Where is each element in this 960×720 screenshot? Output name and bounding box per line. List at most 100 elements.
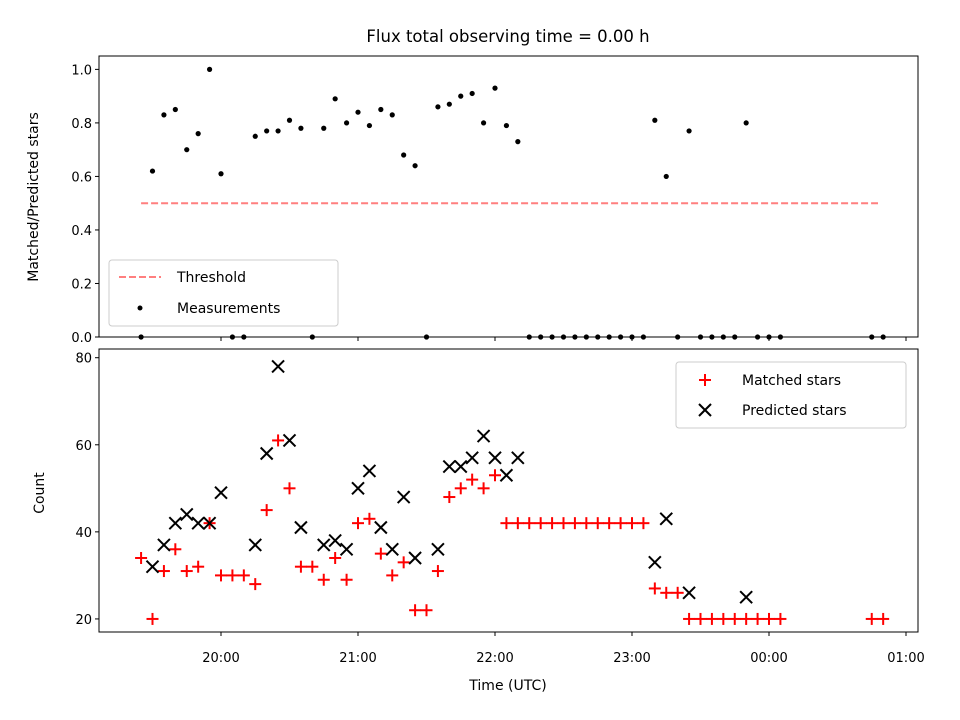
top-y-tick-label: 1.0 (71, 63, 92, 78)
top-legend-box (108, 259, 339, 327)
matched-star-point (489, 469, 501, 482)
matched-star-point (431, 565, 444, 578)
bottom-x-tick-label: 00:00 (750, 651, 787, 666)
matched-star-point (272, 434, 285, 447)
matched-star-point (420, 604, 433, 617)
measurement-point (184, 147, 190, 153)
top-y-tick-label: 0.6 (71, 170, 92, 185)
matched-star-point (397, 556, 410, 569)
measurement-point (321, 125, 327, 131)
top-legend: Threshold Measurements (108, 259, 339, 327)
bottom-y-tick-label: 60 (75, 439, 92, 454)
measurement-point (686, 128, 692, 134)
matched-star-point (603, 517, 616, 530)
measurement-point (401, 152, 407, 158)
measurement-point (343, 120, 350, 126)
predicted-star-point (202, 516, 217, 530)
bottom-x-tick-label: 20:00 (202, 651, 239, 666)
measurement-point (515, 139, 521, 145)
predicted-star-point (157, 538, 171, 552)
bottom-x-tick-label: 23:00 (613, 651, 650, 666)
bottom-x-tick-label: 21:00 (339, 651, 376, 666)
matched-star-point (352, 517, 364, 530)
top-y-ticks: 0.0 0.2 0.4 0.6 0.8 1.0 (71, 63, 99, 346)
measurement-point (492, 85, 498, 91)
bottom-x-ticks: 20:00 21:00 22:00 23:00 00:00 01:00 (202, 632, 925, 666)
predicted-star-point (454, 459, 468, 474)
measurement-point (218, 171, 224, 177)
legend-measurements-label: Measurements (177, 301, 280, 317)
top-y-tick-label: 0.8 (71, 117, 92, 132)
predicted-star-point (396, 490, 411, 504)
predicted-star-point (442, 459, 457, 474)
matched-star-point (614, 517, 627, 530)
measurement-point (332, 96, 338, 102)
measurement-point (503, 122, 510, 129)
matched-star-point (215, 569, 227, 582)
top-y-tick-label: 0.0 (71, 331, 92, 346)
matched-star-point (386, 569, 399, 582)
measurement-point (458, 93, 464, 99)
bottom-y-axis-label: Count (32, 472, 48, 514)
predicted-star-point (648, 555, 662, 570)
matched-star-point (865, 612, 878, 625)
predicted-stars-series (145, 359, 753, 604)
legend-predicted-swatch (698, 403, 712, 417)
matched-star-point (694, 612, 707, 625)
matched-star-point (260, 504, 273, 517)
matched-star-point (534, 517, 547, 530)
top-y-tick-label: 0.4 (71, 224, 92, 239)
measurement-point (286, 117, 293, 123)
predicted-star-point (259, 446, 274, 461)
measurement-point (652, 117, 658, 123)
measurement-point (161, 112, 167, 118)
matched-star-point (249, 578, 262, 591)
bottom-legend: Matched stars Predicted stars (675, 361, 907, 429)
measurement-point (378, 106, 384, 113)
legend-predicted-label: Predicted stars (742, 403, 847, 419)
matched-star-point (671, 586, 684, 599)
predicted-star-point (374, 520, 388, 535)
predicted-star-point (682, 586, 696, 600)
predicted-star-point (214, 485, 228, 500)
matched-star-point (717, 612, 730, 625)
matched-star-point (523, 517, 536, 530)
predicted-star-point (659, 512, 673, 526)
measurement-point (366, 122, 373, 129)
matched-star-point (306, 560, 319, 573)
matched-star-point (591, 517, 604, 530)
matched-star-point (546, 517, 559, 530)
bottom-y-ticks: 20 40 60 80 (75, 352, 99, 628)
matched-star-point (294, 560, 307, 573)
matched-star-point (774, 612, 787, 625)
bottom-legend-box (675, 361, 907, 429)
matched-star-point (580, 517, 593, 530)
bottom-x-tick-label: 01:00 (887, 651, 924, 666)
measurement-point (480, 120, 487, 126)
measurement-point (275, 128, 281, 134)
matched-star-point (157, 565, 170, 578)
legend-matched-label: Matched stars (742, 373, 841, 389)
measurement-point (252, 133, 258, 139)
matched-star-point (283, 482, 296, 495)
predicted-star-point (511, 451, 525, 465)
matched-star-point (180, 565, 193, 578)
measurement-point (355, 109, 361, 115)
predicted-star-point (488, 451, 502, 465)
matched-star-point (626, 517, 638, 530)
measurement-point (149, 168, 156, 174)
predicted-star-point (431, 542, 445, 556)
predicted-star-point (282, 433, 297, 448)
matched-star-point (237, 569, 250, 582)
matched-star-point (660, 586, 673, 599)
bottom-x-axis-label: Time (UTC) (468, 678, 546, 694)
matched-star-point (648, 582, 661, 595)
predicted-star-point (294, 520, 308, 535)
predicted-star-point (145, 559, 160, 574)
matched-star-point (477, 482, 490, 495)
top-y-tick-label: 0.2 (71, 277, 92, 292)
measurement-point (172, 106, 178, 113)
measurement-point (298, 125, 304, 131)
top-y-axis-label: Matched/Predicted stars (26, 112, 42, 282)
